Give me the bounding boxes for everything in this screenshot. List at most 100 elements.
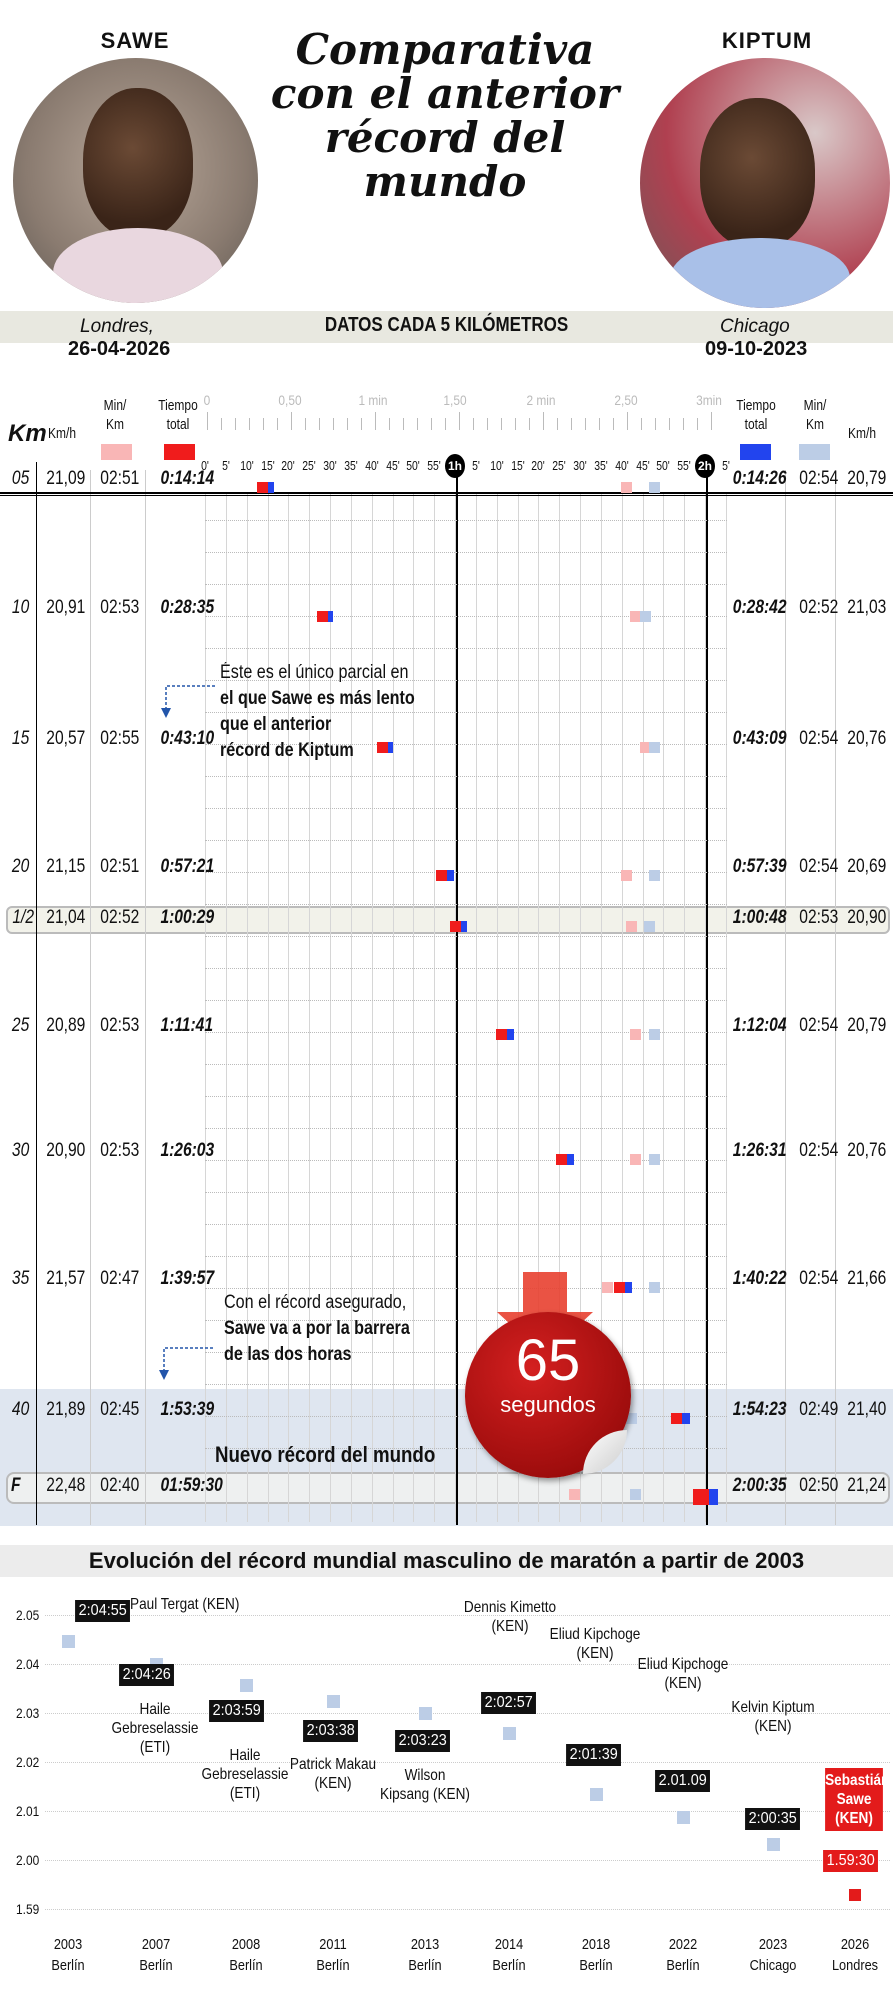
grid-line	[600, 492, 602, 1522]
km-cell: 35	[11, 1268, 30, 1289]
kiptum-pace: 02:53	[799, 907, 839, 928]
sawe-name: SAWE	[100, 28, 170, 53]
x-place-label: Berlín	[51, 1957, 85, 1974]
sawe-total-marker	[316, 611, 328, 622]
pace-tick	[683, 418, 684, 430]
column-divider	[835, 470, 836, 1525]
pace-tick	[697, 418, 698, 430]
kiptum-total: 0:14:26	[732, 468, 787, 489]
x-year-label: 2011	[319, 1936, 347, 1953]
record-time-label: 2:03:23	[395, 1730, 451, 1752]
x-place-label: Berlín	[229, 1957, 263, 1974]
sawe-total: 1:00:29	[160, 907, 215, 928]
pace-tick	[627, 412, 628, 430]
time-scale-label: 25'	[552, 458, 566, 473]
kiptum-pace-marker	[639, 611, 651, 622]
km-cell: 25	[11, 1015, 30, 1036]
note-line: Éste es el único parcial en	[220, 662, 409, 683]
kiptum-pace-marker	[649, 1282, 661, 1293]
km-cell: 05	[11, 468, 30, 489]
table-row: 05 21,09 02:51 0:14:14 0:14:26 02:54 20,79	[0, 468, 893, 494]
sawe-pace: 02:52	[100, 907, 140, 928]
sawe-total: 1:39:57	[160, 1268, 215, 1289]
kiptum-pace-legend	[799, 444, 830, 460]
y-gridline	[45, 1762, 890, 1763]
record-time-label: 1.59:30	[823, 1850, 879, 1872]
dotted-row-line	[205, 1096, 727, 1097]
sawe-total: 0:57:21	[160, 856, 215, 877]
record-athlete: Haile Gebreselassie (ETI)	[111, 1701, 199, 1756]
final-row-box	[6, 1472, 890, 1504]
dotted-row-line	[205, 1352, 727, 1353]
record-marker	[849, 1888, 861, 1901]
kiptum-total-marker	[620, 1282, 632, 1293]
column-divider	[145, 470, 146, 1525]
time-scale-label: 25'	[302, 458, 316, 473]
km-cell: 20	[11, 856, 30, 877]
left-date: 26-04-2026	[68, 338, 171, 360]
kiptum-total: 1:54:23	[732, 1399, 787, 1420]
kiptum-pace: 02:54	[799, 1015, 839, 1036]
time-scale-label: 15'	[260, 458, 275, 473]
record-athlete: Dennis Kimetto (KEN)	[463, 1599, 557, 1635]
record-time-label: 2:01:39	[566, 1744, 622, 1766]
kiptum-kmh: 21,24	[847, 1475, 887, 1496]
x-place-label: Berlín	[666, 1957, 700, 1974]
sawe-kmh: 20,89	[46, 1015, 86, 1036]
sawe-kmh: 21,57	[46, 1268, 86, 1289]
pace-scale-label: 1 min	[358, 392, 388, 408]
table-row: 20 21,15 02:51 0:57:21 0:57:39 02:54 20,69	[0, 856, 893, 882]
note-line: Con el récord asegurado,	[224, 1292, 407, 1313]
kiptum-kmh: 21,66	[847, 1268, 887, 1289]
grid-line	[413, 492, 415, 1522]
record-marker	[677, 1811, 690, 1825]
dotted-row-line	[205, 1320, 727, 1321]
pace-tick	[613, 418, 614, 430]
time-scale-label: 5'	[721, 458, 730, 473]
column-divider	[785, 470, 786, 1525]
pace-tick	[403, 418, 404, 430]
sawe-pace-legend	[101, 444, 132, 460]
y-gridline	[45, 1615, 890, 1616]
grid-line	[517, 492, 519, 1522]
pace-tick	[655, 418, 656, 430]
new-record-label: Nuevo récord del mundo	[215, 1442, 436, 1467]
time-scale-label: 55'	[677, 458, 691, 473]
kiptum-total: 1:40:22	[732, 1268, 787, 1289]
dotted-row-line	[205, 1448, 727, 1449]
time-scale-label: 5'	[471, 458, 480, 473]
grid-line	[267, 492, 269, 1522]
pace-tick	[263, 418, 264, 430]
table-row: 10 20,91 02:53 0:28:35 0:28:42 02:52 21,03	[0, 597, 893, 623]
sawe-total-marker	[377, 742, 389, 753]
pace-tick	[571, 418, 572, 430]
table-row: 15 20,57 02:55 0:43:10 0:43:09 02:54 20,76	[0, 728, 893, 754]
km-cell: F	[11, 1475, 21, 1496]
sawe-pace-marker	[639, 742, 651, 753]
annotation-slower-split: Éste es el único parcial en el que Sawe …	[220, 660, 415, 764]
time-scale-label: 10'	[239, 458, 254, 473]
x-year-label: 2013	[410, 1936, 440, 1953]
record-time-label: 2:04:26	[119, 1664, 175, 1686]
time-scale-label: 45'	[385, 458, 400, 473]
grid-line	[371, 492, 373, 1522]
note-line: Sawe va a por la barrera	[224, 1318, 410, 1339]
y-gridline	[45, 1713, 890, 1714]
dotted-row-line	[205, 1256, 727, 1257]
sawe-pace-marker	[630, 611, 642, 622]
page-title: Comparativa con el anterior récord del m…	[270, 25, 620, 206]
record-marker	[240, 1678, 253, 1692]
sawe-pace: 02:45	[100, 1399, 140, 1420]
note-line: récord de Kiptum	[220, 740, 354, 761]
kiptum-total: 0:28:42	[732, 597, 787, 618]
right-date: 09-10-2023	[705, 338, 808, 360]
kiptum-total-marker	[679, 1413, 691, 1424]
band-title: DATOS CADA 5 KILÓMETROS	[324, 314, 569, 336]
sawe-pace-marker	[569, 1489, 581, 1500]
time-scale-label: 5'	[221, 458, 230, 473]
kiptum-total: 0:57:39	[732, 856, 787, 877]
hour-marker-1h: 1h	[445, 454, 465, 478]
pace-tick	[557, 418, 558, 430]
sawe-pace-marker	[602, 1282, 614, 1293]
time-scale-label: 40'	[364, 458, 379, 473]
